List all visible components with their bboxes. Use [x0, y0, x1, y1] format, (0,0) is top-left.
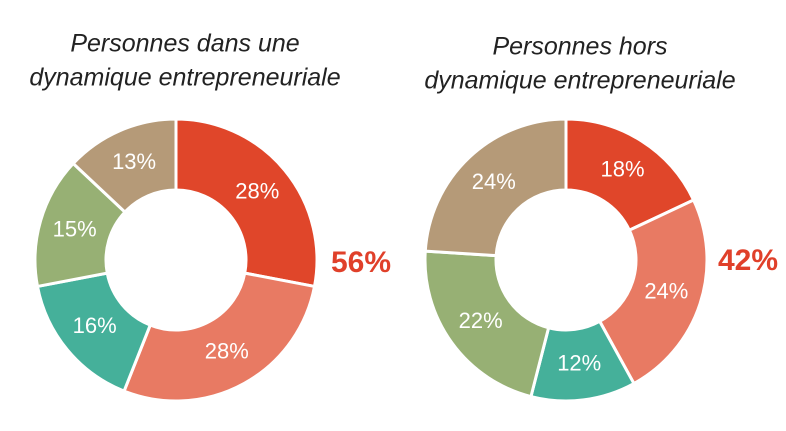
donut-slice — [71, 117, 178, 215]
annotation: 56% — [331, 246, 391, 279]
slice-label: 15% — [53, 216, 97, 241]
donut-slice — [597, 197, 709, 386]
annotation: 42% — [718, 244, 778, 277]
slice-label: 12% — [557, 350, 601, 375]
donut-slice — [423, 249, 551, 399]
slice-label: 24% — [472, 169, 516, 194]
slice-label: 28% — [205, 338, 249, 363]
donut-slice — [423, 117, 568, 258]
donut-slice — [174, 117, 319, 289]
slice-label: 16% — [73, 313, 117, 338]
slice-label: 24% — [644, 278, 688, 303]
donut-slice — [122, 271, 317, 403]
slice-label: 18% — [601, 157, 645, 182]
chart-title: dynamique entrepreneuriale — [424, 67, 735, 95]
chart-title: Personnes dans une — [70, 30, 299, 58]
slice-label: 22% — [459, 308, 503, 333]
chart-title: Personnes hors — [492, 33, 667, 61]
donut-slice — [564, 117, 696, 233]
chart-title: dynamique entrepreneuriale — [29, 64, 340, 92]
slice-label: 13% — [112, 149, 156, 174]
slice-label: 28% — [235, 179, 279, 204]
